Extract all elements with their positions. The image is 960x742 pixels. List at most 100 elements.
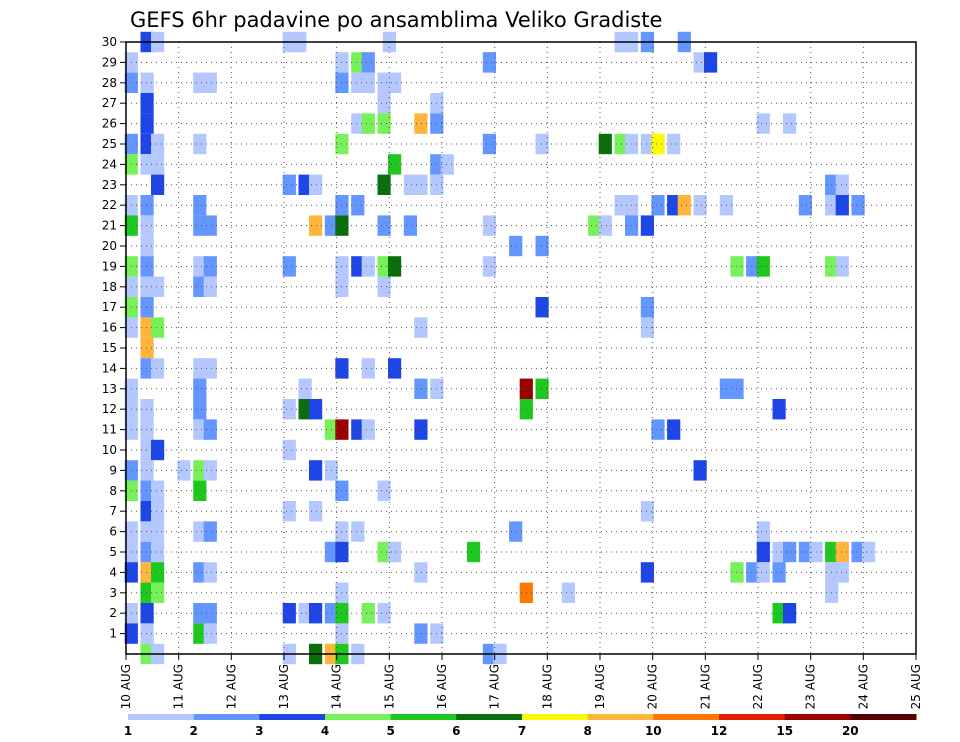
heatmap-cell <box>414 623 428 644</box>
heatmap-cell <box>282 399 296 420</box>
heatmap-cell <box>651 133 665 155</box>
heatmap-cell <box>783 603 797 624</box>
heatmap-cell <box>509 521 523 542</box>
heatmap-cell <box>282 501 296 522</box>
heatmap-cell <box>309 215 323 236</box>
heatmap-cell <box>377 174 391 195</box>
heatmap-cell <box>414 562 428 583</box>
heatmap-cell <box>835 541 849 563</box>
heatmap-cell <box>140 603 154 624</box>
heatmap-cell <box>151 501 165 522</box>
heatmap-cell <box>693 195 707 216</box>
x-tick-label: 13 AUG <box>277 664 291 709</box>
heatmap-cell <box>377 480 391 501</box>
heatmap-cell <box>640 133 654 155</box>
colorbar-label: 6 <box>452 724 460 738</box>
heatmap-cell <box>140 317 154 338</box>
heatmap-cell <box>203 603 217 624</box>
colorbar-label: 1 <box>124 724 132 738</box>
x-tick-label: 24 AUG <box>856 664 870 709</box>
heatmap-cell <box>193 195 207 216</box>
y-tick-label: 9 <box>109 463 117 477</box>
heatmap-cell <box>151 174 165 195</box>
heatmap-cell <box>377 256 391 277</box>
heatmap-cell <box>151 276 165 297</box>
heatmap-cell <box>140 133 154 155</box>
heatmap-cell <box>835 562 849 583</box>
heatmap-cell <box>640 317 654 338</box>
heatmap-cell <box>309 501 323 522</box>
heatmap-cell <box>561 582 575 603</box>
heatmap-cell <box>298 399 312 420</box>
y-tick-label: 17 <box>102 300 117 314</box>
heatmap-cell <box>588 215 602 236</box>
heatmap-cell <box>351 521 365 542</box>
heatmap-cell <box>140 154 154 175</box>
heatmap-cell <box>535 235 549 257</box>
x-tick-label: 17 AUG <box>488 664 502 709</box>
y-tick-label: 25 <box>102 137 117 151</box>
heatmap-cell <box>756 541 770 563</box>
heatmap-cell <box>193 72 207 93</box>
heatmap-cell <box>667 195 681 216</box>
colorbar-swatch <box>193 714 260 720</box>
heatmap-cell <box>193 562 207 583</box>
heatmap-cell <box>298 603 312 624</box>
heatmap-cell <box>414 317 428 338</box>
y-tick-label: 4 <box>109 565 117 579</box>
heatmap-cell <box>309 603 323 624</box>
heatmap-cell <box>193 256 207 277</box>
heatmap-cell <box>377 113 391 134</box>
heatmap-cell <box>482 215 496 236</box>
heatmap-cell <box>351 256 365 277</box>
heatmap-cell <box>598 133 612 155</box>
heatmap-cell <box>140 623 154 644</box>
y-tick-label: 6 <box>109 525 117 539</box>
heatmap-cell <box>667 133 681 155</box>
colorbar-label: 20 <box>842 724 859 738</box>
x-tick-label: 16 AUG <box>435 664 449 709</box>
heatmap-cell <box>351 52 365 73</box>
heatmap-cell <box>193 133 207 155</box>
heatmap-cell <box>140 276 154 297</box>
heatmap-cell <box>151 541 165 563</box>
heatmap-cell <box>203 276 217 297</box>
colorbar-swatch <box>587 714 654 720</box>
heatmap-cell <box>772 603 786 624</box>
heatmap-cell <box>203 419 217 440</box>
colorbar: 1 2 3 4 5 6 7 8 10 12 15 20 <box>124 714 917 738</box>
heatmap-cell <box>756 113 770 134</box>
heatmap-cell <box>151 317 165 338</box>
heatmap-cell <box>140 541 154 563</box>
heatmap-cell <box>851 195 865 216</box>
heatmap-cell <box>835 195 849 216</box>
heatmap-cell <box>193 419 207 440</box>
heatmap-cells <box>124 31 876 665</box>
y-tick-label: 12 <box>102 402 117 416</box>
y-tick-label: 27 <box>102 96 117 110</box>
heatmap-cell <box>177 460 191 481</box>
colorbar-label: 8 <box>584 724 592 738</box>
heatmap-cell <box>388 256 402 277</box>
heatmap-cell <box>203 562 217 583</box>
heatmap-cell <box>140 297 154 318</box>
heatmap-cell <box>309 460 323 481</box>
colorbar-label: 7 <box>518 724 526 738</box>
x-tick-label: 22 AUG <box>751 664 765 709</box>
colorbar-swatch <box>128 714 195 720</box>
heatmap-cell <box>361 52 375 73</box>
y-tick-label: 7 <box>109 504 117 518</box>
heatmap-cell <box>772 399 786 420</box>
heatmap-cell <box>651 419 665 440</box>
heatmap-cell <box>640 215 654 236</box>
heatmap-cell <box>414 378 428 399</box>
heatmap-cell <box>282 256 296 277</box>
heatmap-cell <box>193 378 207 399</box>
colorbar-label: 2 <box>190 724 198 738</box>
heatmap-cell <box>377 215 391 236</box>
heatmap-cell <box>756 521 770 542</box>
heatmap-cell <box>862 541 876 563</box>
heatmap-cell <box>403 174 417 195</box>
x-tick-label: 14 AUG <box>330 664 344 709</box>
heatmap-cell <box>651 195 665 216</box>
